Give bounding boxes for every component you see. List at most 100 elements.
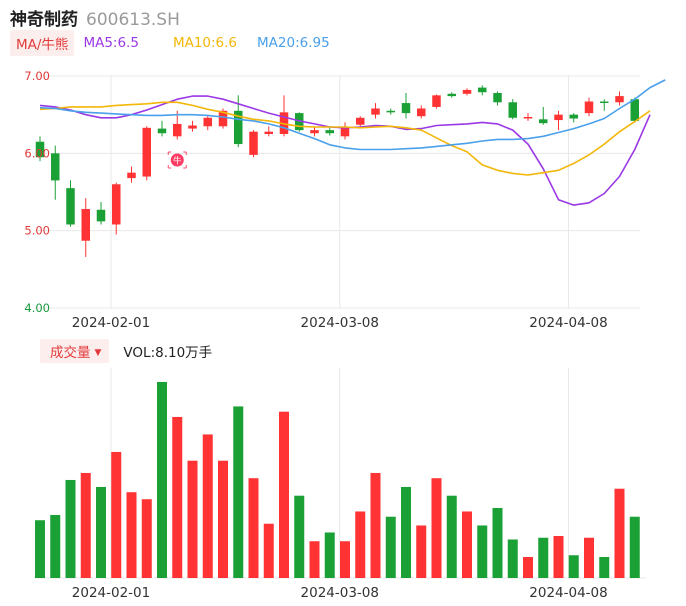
candle-body — [112, 184, 121, 225]
volume-bar — [65, 479, 76, 578]
price-x-tick-label: 2024-02-01 — [72, 315, 150, 331]
volume-bar — [401, 486, 411, 578]
volume-bar — [614, 488, 625, 578]
volume-bar — [385, 516, 396, 578]
y-tick-label: 4.00 — [24, 301, 50, 315]
volume-bar — [446, 495, 457, 578]
volume-bar — [507, 539, 518, 578]
chevron-down-icon: ▼ — [94, 348, 102, 358]
volume-bar — [553, 535, 564, 578]
volume-bar — [309, 541, 320, 578]
candle-body — [203, 117, 212, 127]
candle-body — [432, 95, 441, 107]
candle-body — [447, 93, 456, 97]
candle-body — [508, 102, 517, 118]
volume-bar — [80, 472, 91, 578]
volume-bar — [599, 556, 610, 578]
candle-body — [569, 114, 578, 119]
bull-badge[interactable]: 牛 — [167, 151, 187, 169]
volume-bar — [96, 486, 106, 578]
candle-body — [356, 117, 365, 125]
candle-body — [630, 99, 639, 121]
volume-bar — [340, 541, 350, 578]
volume-bar — [370, 472, 381, 578]
volume-bar — [279, 411, 289, 578]
candle-body — [51, 153, 60, 181]
y-tick-label: 7.00 — [24, 69, 50, 83]
volume-bar — [141, 499, 152, 578]
candle-body — [142, 127, 151, 177]
ma-indicator-tab[interactable]: MA/牛熊 — [10, 30, 75, 56]
volume-x-tick-label: 2024-04-08 — [529, 585, 607, 601]
y-tick-label: 5.00 — [24, 224, 50, 238]
candle-body — [127, 172, 136, 179]
volume-tab-label: 成交量 — [50, 345, 91, 361]
ma-legend: MA/牛熊 MA5:6.5 MA10:6.6 MA20:6.95 — [10, 30, 330, 56]
volume-bar — [202, 434, 213, 578]
bull-badge-text: 牛 — [173, 156, 182, 167]
candle-body — [554, 114, 563, 121]
candle-body — [173, 123, 182, 137]
volume-bar — [50, 514, 61, 578]
candle-body — [615, 96, 624, 103]
volume-indicator-dropdown[interactable]: 成交量 ▼ — [40, 339, 110, 363]
ma10-line — [39, 101, 651, 176]
volume-bar — [355, 511, 366, 578]
price-x-tick-label: 2024-04-08 — [529, 315, 607, 331]
volume-bar — [157, 381, 167, 578]
ma20-legend: MA20:6.95 — [257, 35, 330, 51]
bull-icon — [170, 153, 184, 167]
volume-bar — [126, 492, 137, 578]
volume-bar — [324, 532, 335, 578]
candle-body — [81, 209, 90, 241]
candle-body — [310, 130, 319, 134]
volume-x-tick-label: 2024-02-01 — [72, 585, 150, 601]
ma5-legend: MA5:6.5 — [83, 35, 139, 51]
volume-bar — [111, 451, 122, 578]
ma20-line — [39, 79, 666, 151]
volume-bars — [34, 368, 646, 579]
candle-body — [234, 110, 243, 145]
volume-bar — [172, 416, 183, 578]
volume-bar — [584, 537, 594, 578]
candle-body — [66, 188, 75, 225]
volume-bar — [294, 495, 305, 578]
candle-body — [264, 131, 273, 134]
volume-bar — [35, 520, 45, 578]
candle-body — [325, 130, 334, 134]
y-tick-label: 6.00 — [24, 146, 50, 160]
volume-bar — [477, 525, 488, 578]
volume-bar — [538, 537, 549, 578]
volume-bar — [416, 525, 427, 578]
price-grid — [34, 75, 640, 309]
volume-bar — [233, 406, 244, 578]
volume-bar — [248, 478, 259, 578]
candle-body — [386, 110, 395, 113]
candle-body — [35, 141, 45, 158]
volume-bar — [218, 460, 228, 578]
ma10-legend: MA10:6.6 — [172, 35, 238, 51]
badge-frame — [167, 151, 187, 169]
volume-bar — [523, 556, 533, 578]
candle-body — [523, 116, 533, 119]
candle-body — [249, 131, 258, 155]
candle-body — [539, 119, 548, 124]
candle-body — [340, 127, 350, 137]
moving-average-lines — [39, 79, 666, 206]
candle-body — [401, 103, 411, 114]
volume-bar — [263, 523, 274, 578]
volume-x-tick-label: 2024-03-08 — [301, 585, 379, 601]
volume-bar — [431, 478, 442, 578]
price-x-tick-label: 2024-03-08 — [301, 315, 379, 331]
candle-body — [584, 101, 594, 114]
candle-body — [478, 87, 487, 93]
stock-code: 600613.SH — [86, 10, 180, 30]
candle-body — [462, 89, 472, 94]
candle-body — [96, 209, 106, 222]
stock-name: 神奇制药 — [10, 10, 78, 30]
title-row: 神奇制药 600613.SH — [10, 5, 180, 30]
candle-body — [417, 108, 426, 117]
volume-legend: 成交量 ▼ VOL:8.10万手 — [40, 339, 212, 363]
volume-bar — [462, 511, 472, 578]
